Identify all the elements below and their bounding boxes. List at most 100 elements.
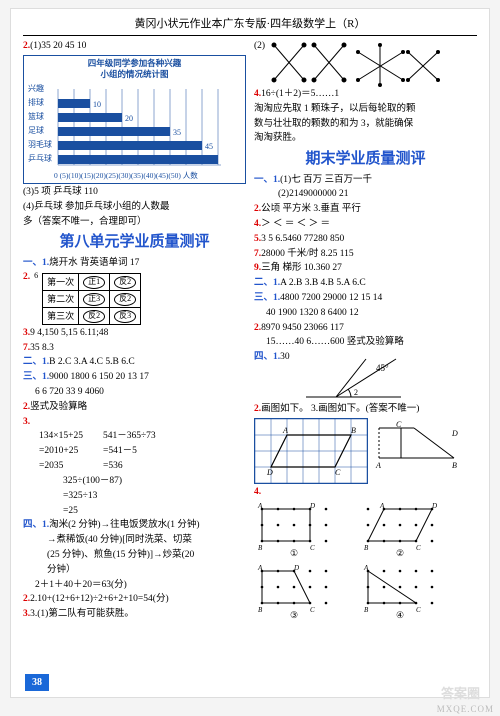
svg-text:A: A	[375, 461, 381, 470]
ylabel: 篮球	[28, 111, 44, 121]
dot-figures-row2: AD BC ③ A BC ④	[254, 563, 477, 623]
item-text: 35 8.3	[30, 343, 54, 353]
item-number: 三、1.	[23, 372, 49, 382]
bar-value: 45	[205, 142, 213, 151]
item-text: 8970 9450 23066 117	[261, 323, 344, 333]
cell: 第二次	[43, 291, 79, 308]
item-number: 三、1.	[254, 293, 280, 303]
dot-parallelogram: AD BC ②	[360, 501, 450, 561]
svg-text:B: B	[258, 544, 263, 552]
item-text: B 2.C 3.A 4.C 5.B 6.C	[49, 357, 135, 367]
tally-mark: 反2	[83, 310, 105, 323]
item-number: 四、1.	[23, 520, 49, 530]
table-row: 第一次正1反2	[43, 274, 141, 291]
svg-text:A: A	[363, 564, 369, 572]
tally-mark: 反2	[114, 276, 136, 289]
dot-trapezoid: AD BC ③	[254, 563, 344, 623]
svg-text:A: A	[282, 426, 288, 435]
text-line: →煮稀饭(40 分钟)[同时洗菜、切菜	[23, 534, 246, 547]
item-text: 30	[280, 352, 290, 362]
item-text: 9000 1800 6 150 20 13 17	[49, 372, 149, 382]
svg-text:C: C	[416, 606, 421, 614]
svg-text:②: ②	[396, 548, 404, 558]
bar-chart-svg: 兴趣 排球 篮球 足球 羽毛球 乒乓球	[26, 81, 226, 171]
svg-text:C: C	[396, 420, 402, 429]
bar-value: 20	[125, 114, 133, 123]
svg-text:D: D	[431, 502, 437, 510]
item-number: 一、1.	[23, 258, 49, 268]
page-number-badge: 38	[25, 674, 49, 691]
text-line: 淘淘获胜。	[254, 132, 477, 145]
svg-text:A: A	[379, 502, 385, 510]
text-line: 二、1.A 2.B 3.B 4.B 5.A 6.C	[254, 277, 477, 290]
cell: 反2	[79, 307, 110, 324]
svg-text:C: C	[335, 468, 341, 477]
page: 黄冈小状元作业本广东专版·四年级数学上（R） 2.(1)35 20 45 10 …	[10, 8, 490, 698]
section-title-unit8: 第八单元学业质量测评	[23, 232, 246, 252]
item-text: A 2.B 3.B 4.B 5.A 6.C	[280, 278, 366, 288]
text-line: 4.16÷(1＋2)＝5……1	[254, 88, 477, 101]
angle-block: 四、1.30 2 45°	[254, 351, 477, 403]
calc-line: =2010+25	[39, 445, 83, 458]
right-column: (2)	[254, 40, 477, 623]
text-line: 2.8970 9450 23066 117	[254, 322, 477, 335]
svg-text:D: D	[266, 468, 273, 477]
item-text: 28000 千米/时 8.25 115	[261, 249, 354, 259]
svg-text:A: A	[257, 564, 263, 572]
svg-text:C: C	[310, 544, 315, 552]
grid-parallelogram: A B D C	[254, 418, 368, 484]
item-number: 二、1.	[254, 278, 280, 288]
text-line: 4.＞ ＜ ＝ ＜ ＞ ＝	[254, 218, 477, 231]
item-number: 四、1.	[254, 352, 280, 362]
text-line: 一、1.烧开水 背英语单词 17	[23, 257, 246, 270]
svg-text:A: A	[257, 502, 263, 510]
item-number: 2.	[23, 271, 30, 284]
cell: 反2	[110, 291, 141, 308]
text-line: 三、1.4800 7200 29000 12 15 14	[254, 292, 477, 305]
calc-line: 325÷(100－87)	[63, 475, 246, 488]
text-line: (4)乒乓球 参加乒乓球小组的人数最	[23, 201, 246, 214]
text-line: 分钟）	[23, 564, 246, 577]
text-line: 2.画图如下。 3.画图如下。(答案不唯一)	[254, 403, 477, 416]
item-text: 3.(1)第二队有可能获胜。	[30, 609, 134, 619]
text-line: 三、1.9000 1800 6 150 20 13 17	[23, 371, 246, 384]
text-line: 淘淘应先取 1 颗珠子，以后每轮取的颗	[254, 103, 477, 116]
bar-value: 35	[173, 128, 181, 137]
dot-figures-row1: AD BC ① AD BC ②	[254, 501, 477, 561]
grid-svg: A B D C	[255, 419, 367, 483]
calc-block: 134×15+25 =2010+25 =2035 541－365÷73 =541…	[23, 430, 246, 474]
item-number: 一、1.	[254, 175, 280, 185]
item-text: 2.10+(12+6+12)÷2+6+2+10=54(分)	[30, 594, 169, 604]
cell: 正3	[79, 291, 110, 308]
text-line: 7.28000 千米/时 8.25 115	[254, 248, 477, 261]
text-line: 二、1.B 2.C 3.A 4.C 5.B 6.C	[23, 356, 246, 369]
item-text: 三角 梯形 10.360 27	[261, 263, 342, 273]
table-row: 第二次正3反2	[43, 291, 141, 308]
calc-line: =25	[63, 505, 246, 518]
svg-text:C: C	[416, 544, 421, 552]
text-line: 2.公顷 平方米 3.垂直 平行	[254, 203, 477, 216]
calc-col: 134×15+25 =2010+25 =2035	[39, 430, 83, 474]
item-text: 9 4,150 5,15 6.11;48	[30, 328, 108, 338]
svg-text:①: ①	[290, 548, 298, 558]
ylabel: 足球	[28, 125, 44, 135]
svg-text:B: B	[258, 606, 263, 614]
tally-table: 第一次正1反2 第二次正3反2 第三次反2反3	[42, 273, 141, 324]
chart-title-2: 小组的情况统计图	[26, 69, 243, 80]
calc-col: 325÷(100－87) =325÷13 =25	[23, 475, 246, 517]
text-line: 3.	[23, 416, 246, 429]
text-line: 3.3.(1)第二队有可能获胜。	[23, 608, 246, 621]
text-line: (3)5 项 乒乓球 110	[23, 186, 246, 199]
svg-text:D: D	[451, 429, 458, 438]
chart-title-1: 四年级同学参加各种兴趣	[26, 58, 243, 69]
trapezoid-diagram: C D A B	[374, 418, 459, 482]
figure-label: (2)	[254, 40, 265, 88]
text-line: 2.2.10+(12+6+12)÷2+6+2+10=54(分)	[23, 593, 246, 606]
text-line: 15……40 6……600 竖式及验算略	[254, 336, 477, 349]
text-line: 四、1.30	[254, 351, 290, 364]
svg-text:D: D	[293, 564, 299, 572]
svg-text:B: B	[364, 606, 369, 614]
text-line: (2)2149000000 21	[254, 188, 477, 201]
angle-diagram: 2 45°	[296, 351, 406, 403]
cell: 第三次	[43, 307, 79, 324]
